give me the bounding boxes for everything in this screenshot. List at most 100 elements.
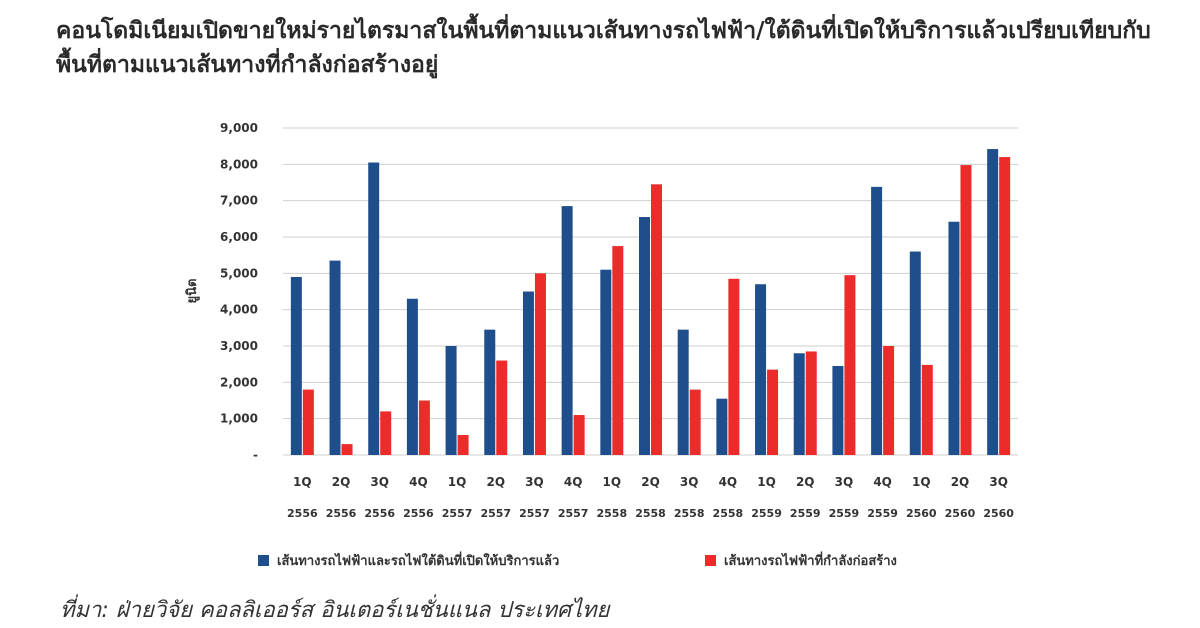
- y-axis-label: ยูนิต: [185, 279, 200, 304]
- bar-series-1: [329, 260, 341, 455]
- bar-series-2: [960, 165, 972, 455]
- x-tick-year: 2560: [906, 507, 937, 520]
- x-tick-year: 2556: [364, 507, 395, 520]
- bar-series-1: [600, 269, 612, 455]
- chart-title: คอนโดมิเนียมเปิดขายใหม่รายไตรมาสในพื้นที…: [56, 18, 1151, 78]
- legend: เส้นทางรถไฟฟ้าและรถไฟใต้ดินที่เปิดให้บริ…: [0, 550, 1200, 576]
- bar-series-2: [844, 275, 856, 455]
- bar-series-2: [457, 435, 469, 455]
- bar-series-2: [689, 389, 701, 455]
- x-tick-year: 2558: [713, 507, 744, 520]
- x-tick-year: 2559: [867, 507, 898, 520]
- x-tick-quarter: 2Q: [641, 475, 660, 489]
- bar-series-2: [728, 278, 740, 455]
- bar-series-2: [380, 411, 392, 455]
- bar-series-1: [871, 186, 883, 456]
- x-tick-year: 2557: [480, 507, 511, 520]
- bar-series-2: [302, 389, 314, 455]
- bar-series-2: [534, 273, 546, 455]
- x-tick-quarter: 4Q: [719, 475, 738, 489]
- x-tick-year: 2560: [983, 507, 1014, 520]
- x-tick-quarter: 3Q: [989, 475, 1008, 489]
- legend-swatch-series-2: [705, 555, 716, 566]
- bar-series-1: [522, 291, 534, 455]
- x-tick-year: 2556: [287, 507, 318, 520]
- x-tick-quarter: 3Q: [525, 475, 544, 489]
- bar-series-2: [999, 157, 1011, 456]
- x-tick-quarter: 1Q: [448, 475, 467, 489]
- y-tick-label: -: [253, 448, 258, 462]
- bar-series-1: [755, 284, 767, 455]
- x-axis-ticks: 1Q 2556 2Q 2556 3Q 2556 4Q 2556 1Q 2557 2Q 2557 3Q 25…: [287, 475, 1014, 520]
- x-tick-quarter: 1Q: [293, 475, 312, 489]
- legend-swatch-series-1: [258, 555, 269, 566]
- bar-series-2: [767, 369, 779, 455]
- bar-series-1: [793, 353, 805, 455]
- x-tick-quarter: 4Q: [564, 475, 583, 489]
- y-tick-label: 3,000: [220, 339, 258, 353]
- y-tick-label: 4,000: [220, 303, 258, 317]
- legend-label-series-1: เส้นทางรถไฟฟ้าและรถไฟใต้ดินที่เปิดให้บริ…: [277, 554, 560, 569]
- x-tick-year: 2558: [597, 507, 628, 520]
- x-tick-quarter: 3Q: [680, 475, 699, 489]
- x-tick-year: 2557: [442, 507, 473, 520]
- x-tick-quarter: 1Q: [757, 475, 776, 489]
- bar-series-2: [883, 346, 895, 455]
- x-tick-quarter: 4Q: [873, 475, 892, 489]
- bar-series-1: [909, 251, 921, 455]
- y-tick-label: 6,000: [220, 230, 258, 244]
- x-tick-year: 2557: [558, 507, 589, 520]
- bar-series-1: [987, 149, 999, 455]
- bars: [290, 149, 1011, 456]
- legend-item-series-1: เส้นทางรถไฟฟ้าและรถไฟใต้ดินที่เปิดให้บริ…: [258, 550, 559, 571]
- bar-series-2: [921, 364, 933, 455]
- bar-series-2: [341, 444, 353, 455]
- x-tick-quarter: 1Q: [912, 475, 931, 489]
- x-tick-year: 2560: [945, 507, 976, 520]
- bar-series-2: [496, 360, 508, 455]
- bar-series-1: [445, 346, 457, 455]
- bar-series-2: [805, 351, 817, 455]
- bar-series-2: [612, 246, 624, 455]
- bar-series-1: [948, 221, 960, 455]
- gridlines: [283, 127, 1018, 456]
- legend-label-series-2: เส้นทางรถไฟฟ้าที่กำลังก่อสร้าง: [724, 554, 897, 569]
- x-tick-quarter: 2Q: [796, 475, 815, 489]
- bar-series-2: [418, 400, 430, 455]
- bar-series-1: [290, 276, 302, 455]
- source-note: ที่มา: ฝ่ายวิจัย คอลลิเออร์ส อินเตอร์เนช…: [60, 598, 610, 623]
- x-tick-year: 2556: [326, 507, 357, 520]
- bar-series-1: [484, 329, 496, 455]
- bar-series-1: [561, 206, 573, 455]
- x-tick-quarter: 1Q: [603, 475, 622, 489]
- x-tick-quarter: 3Q: [370, 475, 389, 489]
- bar-series-1: [716, 398, 728, 455]
- y-tick-label: 5,000: [220, 266, 258, 280]
- x-tick-quarter: 2Q: [486, 475, 505, 489]
- x-tick-quarter: 3Q: [835, 475, 854, 489]
- x-tick-year: 2558: [674, 507, 705, 520]
- x-tick-year: 2558: [635, 507, 666, 520]
- y-tick-label: 7,000: [220, 194, 258, 208]
- x-tick-year: 2559: [829, 507, 860, 520]
- y-tick-label: 2,000: [220, 375, 258, 389]
- x-tick-year: 2559: [751, 507, 782, 520]
- x-tick-quarter: 4Q: [409, 475, 428, 489]
- x-tick-year: 2556: [403, 507, 434, 520]
- x-tick-year: 2557: [519, 507, 550, 520]
- bar-series-1: [639, 217, 650, 455]
- x-tick-quarter: 2Q: [951, 475, 970, 489]
- bar-series-1: [406, 298, 418, 455]
- bar-series-1: [677, 329, 689, 455]
- bar-series-1: [368, 162, 380, 455]
- x-tick-year: 2559: [790, 507, 821, 520]
- y-axis-ticks: - 1,000 2,000 3,000 4,000 5,000 6,000 7,000 8,00…: [220, 121, 258, 462]
- x-tick-quarter: 2Q: [332, 475, 351, 489]
- legend-item-series-2: เส้นทางรถไฟฟ้าที่กำลังก่อสร้าง: [705, 550, 897, 571]
- y-tick-label: 9,000: [220, 121, 258, 135]
- bar-series-2: [573, 415, 585, 455]
- y-tick-label: 1,000: [220, 412, 258, 426]
- bar-series-1: [832, 365, 844, 455]
- bar-series-2: [651, 184, 662, 456]
